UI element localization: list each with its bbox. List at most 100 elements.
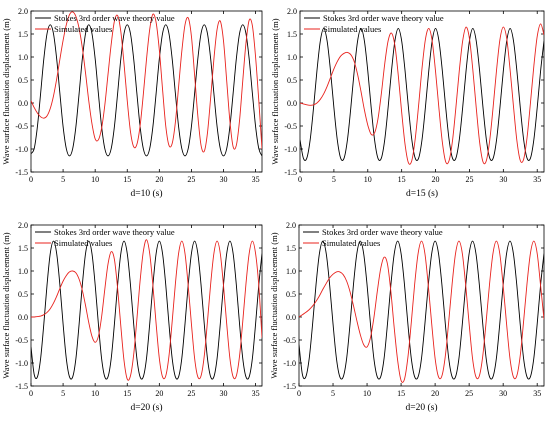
x-tick-label: 5: [332, 175, 336, 184]
series-line-simulated: [300, 23, 544, 165]
x-tick-label: 30: [220, 389, 228, 398]
legend: Stokes 3rd order wave theory valueSimula…: [303, 227, 443, 248]
legend-label: Stokes 3rd order wave theory value: [54, 13, 175, 23]
y-tick-label: -1.0: [283, 359, 296, 368]
y-tick-label: 2.0: [287, 7, 297, 16]
x-axis-label: d=10 (s): [130, 188, 162, 199]
x-tick-label: 0: [29, 389, 33, 398]
x-tick-label: 35: [533, 175, 541, 184]
series-line-theory: [31, 240, 262, 380]
x-tick-label: 35: [533, 389, 541, 398]
series-line-simulated: [31, 239, 262, 381]
y-tick-label: 1.0: [18, 53, 28, 62]
x-tick-label: 0: [29, 175, 33, 184]
y-tick-label: -1.0: [284, 145, 297, 154]
legend-label: Simulated values: [323, 24, 381, 34]
y-tick-label: 1.5: [18, 30, 28, 39]
y-tick-label: -1.0: [15, 359, 28, 368]
x-tick-label: 25: [465, 389, 473, 398]
y-axis-label: Wave surface fluctuation displacement (m…: [270, 18, 280, 164]
series-line-theory: [31, 24, 262, 157]
legend: Stokes 3rd order wave theory valueSimula…: [304, 13, 444, 34]
y-tick-label: 2.0: [18, 221, 28, 230]
y-tick-label: -1.0: [15, 145, 28, 154]
legend-label: Simulated values: [54, 24, 112, 34]
y-tick-label: -0.5: [15, 122, 28, 131]
series-line-simulated: [31, 11, 262, 153]
x-tick-label: 15: [398, 175, 406, 184]
legend: Stokes 3rd order wave theory valueSimula…: [35, 227, 175, 248]
y-tick-label: 1.5: [287, 30, 297, 39]
x-tick-label: 20: [432, 175, 440, 184]
legend-label: Simulated values: [322, 238, 380, 248]
x-tick-label: 5: [61, 175, 65, 184]
x-tick-label: 5: [61, 389, 65, 398]
y-tick-label: 0.5: [286, 290, 296, 299]
series-line-theory: [299, 240, 544, 380]
y-axis-label: Wave surface fluctuation displacement (m…: [1, 232, 11, 378]
y-tick-label: 2.0: [286, 221, 296, 230]
y-tick-label: -1.5: [283, 382, 296, 391]
x-tick-label: 35: [252, 175, 260, 184]
x-tick-label: 30: [220, 175, 228, 184]
y-axis-label: Wave surface fluctuation displacement (m…: [269, 232, 279, 378]
x-tick-label: 10: [363, 389, 371, 398]
x-tick-label: 20: [155, 175, 163, 184]
series-line-simulated: [299, 240, 544, 383]
y-tick-label: 1.0: [18, 267, 28, 276]
x-axis-label: d=20 (s): [130, 402, 162, 413]
y-tick-label: 0.5: [18, 76, 28, 85]
x-tick-label: 30: [499, 389, 507, 398]
x-tick-label: 0: [298, 175, 302, 184]
chart-panel-3: 0 5 10 15 20 25 30 35 -1.5 -1.0 -0.5 0.0 0.5 1.0 1.5 2.…: [1, 221, 263, 413]
legend: Stokes 3rd order wave theory valueSimula…: [35, 13, 175, 34]
y-tick-label: -0.5: [283, 336, 296, 345]
y-axis-label: Wave surface fluctuation displacement (m…: [1, 18, 11, 164]
plot-frame: [299, 10, 545, 173]
x-axis-label: d=15 (s): [406, 188, 438, 199]
y-tick-label: 0.0: [287, 99, 297, 108]
y-tick-label: 0.0: [286, 313, 296, 322]
x-tick-label: 10: [91, 175, 99, 184]
x-tick-label: 10: [364, 175, 372, 184]
y-tick-label: 0.5: [18, 290, 28, 299]
plot-frame: [298, 224, 545, 387]
legend-label: Stokes 3rd order wave theory value: [322, 227, 443, 237]
x-tick-label: 20: [431, 389, 439, 398]
y-tick-label: 1.5: [18, 244, 28, 253]
y-tick-label: -1.5: [284, 168, 297, 177]
y-tick-label: 1.0: [287, 53, 297, 62]
x-tick-label: 30: [499, 175, 507, 184]
x-tick-label: 15: [123, 389, 131, 398]
x-tick-label: 20: [155, 389, 163, 398]
x-tick-label: 15: [123, 175, 131, 184]
y-tick-label: 0.0: [18, 313, 28, 322]
chart-panel-4: 0 5 10 15 20 25 30 35 -1.5 -1.0 -0.5 0.0 0.5 1.0 1.5 2.…: [269, 221, 545, 413]
y-tick-label: -0.5: [284, 122, 297, 131]
legend-label: Stokes 3rd order wave theory value: [54, 227, 175, 237]
x-tick-label: 5: [331, 389, 335, 398]
y-tick-label: -0.5: [15, 336, 28, 345]
x-tick-label: 25: [187, 389, 195, 398]
series-line-theory: [300, 28, 544, 161]
y-tick-label: 2.0: [18, 7, 28, 16]
x-tick-label: 25: [465, 175, 473, 184]
x-tick-label: 15: [397, 389, 405, 398]
y-tick-label: 0.5: [287, 76, 297, 85]
x-tick-label: 0: [297, 389, 301, 398]
chart-panel-2: 0 5 10 15 20 25 30 35 -1.5 -1.0 -0.5 0.0 0.5 1.0 1.5 2.…: [270, 7, 545, 199]
x-axis-label: d=20 (s): [405, 402, 437, 413]
x-tick-label: 25: [187, 175, 195, 184]
y-tick-label: 1.5: [286, 244, 296, 253]
y-tick-label: 1.0: [286, 267, 296, 276]
y-tick-label: 0.0: [18, 99, 28, 108]
y-tick-label: -1.5: [15, 382, 28, 391]
legend-label: Stokes 3rd order wave theory value: [323, 13, 444, 23]
chart-panel-1: 0 5 10 15 20 25 30 35 -1.5 -1.0 -0.5 0.0 0.5 1.0 1.5 2.…: [1, 7, 263, 199]
plot-frame: [30, 10, 263, 173]
y-tick-label: -1.5: [15, 168, 28, 177]
legend-label: Simulated values: [54, 238, 112, 248]
x-tick-label: 35: [252, 389, 260, 398]
plot-frame: [30, 224, 263, 387]
